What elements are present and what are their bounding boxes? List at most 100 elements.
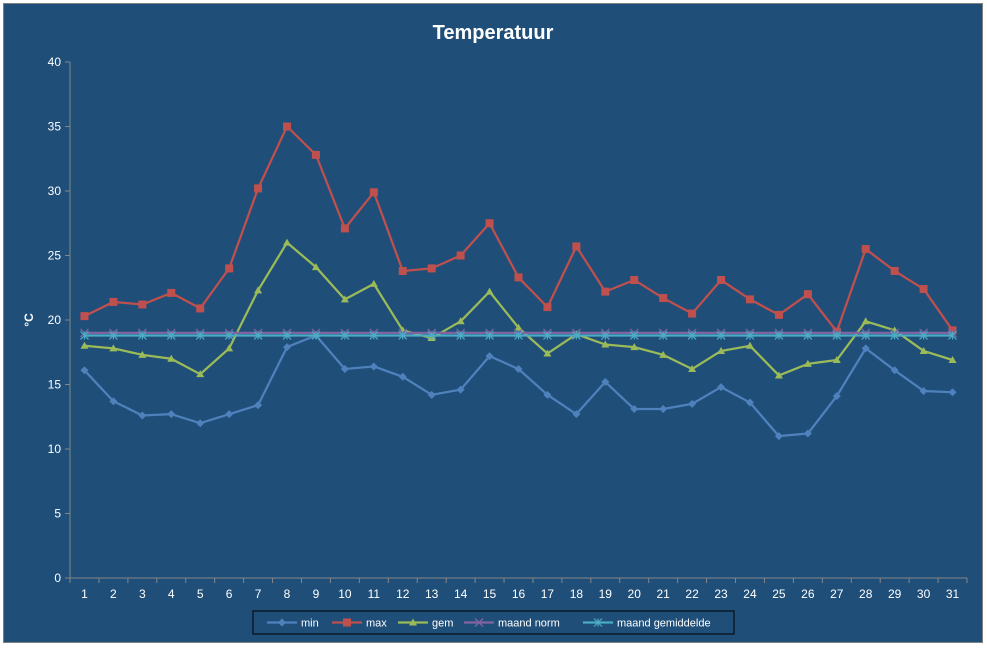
x-tick-label: 12 <box>396 587 410 601</box>
data-point-max <box>225 264 234 273</box>
data-point-min <box>948 388 957 397</box>
data-point-gem <box>803 359 812 367</box>
data-point-min <box>572 410 581 419</box>
x-tick-label: 20 <box>628 587 642 601</box>
x-tick-label: 18 <box>570 587 584 601</box>
data-point-min <box>717 383 726 392</box>
data-point-min <box>254 401 263 410</box>
y-tick-label: 25 <box>48 249 62 263</box>
legend-label-maand-gemiddelde: maand gemiddelde <box>617 618 711 630</box>
data-point-gem <box>774 371 783 379</box>
data-point-max <box>311 150 320 159</box>
x-tick-label: 13 <box>425 587 439 601</box>
data-point-max <box>919 285 928 294</box>
data-point-gem <box>254 286 263 294</box>
series-line-max <box>83 125 954 333</box>
data-point-min <box>398 372 407 381</box>
data-point-min <box>543 390 552 399</box>
data-point-maand-gemiddelde <box>890 331 900 340</box>
data-point-maand-gemiddelde <box>948 331 957 340</box>
y-axis-label: °C <box>22 313 36 327</box>
y-tick-label: 35 <box>48 120 62 134</box>
x-tick-label: 9 <box>313 587 320 601</box>
data-point-gem <box>659 350 668 358</box>
data-point-max <box>340 224 349 233</box>
data-point-maand-gemiddelde <box>774 331 784 340</box>
data-point-gem <box>601 340 610 348</box>
data-point-gem <box>717 346 726 354</box>
data-point-gem <box>688 365 697 373</box>
x-tick-label: 14 <box>454 587 468 601</box>
data-point-max <box>485 219 494 228</box>
data-point-min <box>427 390 436 399</box>
data-point-gem <box>919 346 928 354</box>
data-point-max <box>688 309 697 318</box>
data-point-gem <box>485 287 494 295</box>
x-tick-label: 16 <box>512 587 526 601</box>
series-gem <box>80 238 957 379</box>
data-point-max <box>774 310 783 319</box>
x-tick-label: 3 <box>139 587 146 601</box>
data-point-max <box>745 295 754 304</box>
x-tick-label: 22 <box>685 587 699 601</box>
data-point-max <box>138 300 147 309</box>
data-point-maand-gemiddelde <box>919 331 929 340</box>
legend-label-gem: gem <box>432 618 453 630</box>
data-point-maand-gemiddelde <box>543 331 552 340</box>
data-point-min <box>774 432 783 441</box>
legend: min max gem maand norm maand gemiddelde <box>252 610 735 635</box>
data-point-min <box>601 377 610 386</box>
legend-marker-max <box>343 618 351 627</box>
x-tick-label: 27 <box>830 587 844 601</box>
y-tick-label: 30 <box>48 184 62 198</box>
data-point-min <box>832 392 841 401</box>
data-point-gem <box>369 279 378 287</box>
x-tick-label: 4 <box>168 587 175 601</box>
data-point-min <box>688 399 697 408</box>
data-point-max <box>601 287 610 296</box>
data-point-min <box>919 386 928 395</box>
data-point-min <box>167 410 176 419</box>
x-tick-label: 25 <box>772 587 786 601</box>
data-point-max <box>427 264 436 273</box>
legend-marker-maand-norm <box>474 618 484 627</box>
legend-marker-maand-gemiddelde <box>593 618 603 627</box>
data-point-maand-gemiddelde <box>253 331 263 340</box>
data-point-maand-gemiddelde <box>311 331 321 340</box>
y-tick-label: 0 <box>54 571 61 585</box>
x-tick-label: 7 <box>255 587 262 601</box>
data-point-gem <box>283 238 292 246</box>
y-tick-label: 20 <box>48 313 62 327</box>
data-point-maand-gemiddelde <box>398 331 408 340</box>
data-point-min <box>861 344 870 353</box>
series-line-gem <box>84 241 953 377</box>
x-tick-label: 17 <box>541 587 555 601</box>
data-point-min <box>890 366 899 375</box>
series-min <box>80 331 957 441</box>
data-point-max <box>861 245 870 254</box>
x-tick-label: 2 <box>110 587 117 601</box>
x-tick-label: 10 <box>338 587 352 601</box>
x-tick-label: 21 <box>656 587 670 601</box>
data-point-max <box>80 312 89 321</box>
data-point-gem <box>543 349 552 357</box>
data-point-min <box>109 397 118 406</box>
data-point-min <box>485 352 494 361</box>
data-point-maand-gemiddelde <box>166 331 176 340</box>
x-tick-label: 6 <box>226 587 233 601</box>
data-point-maand-gemiddelde <box>716 331 726 340</box>
data-point-min <box>630 405 639 414</box>
data-point-gem <box>109 344 118 352</box>
data-point-gem <box>138 350 147 358</box>
x-tick-label: 24 <box>743 587 757 601</box>
legend-label-min: min <box>301 618 319 630</box>
data-point-min <box>283 343 292 352</box>
data-point-min <box>514 365 523 374</box>
data-point-maand-gemiddelde <box>658 331 668 340</box>
data-point-maand-gemiddelde <box>340 331 350 340</box>
x-tick-label: 31 <box>946 587 960 601</box>
data-point-maand-gemiddelde <box>803 331 813 340</box>
data-point-min <box>803 429 812 438</box>
x-tick-label: 1 <box>81 587 88 601</box>
